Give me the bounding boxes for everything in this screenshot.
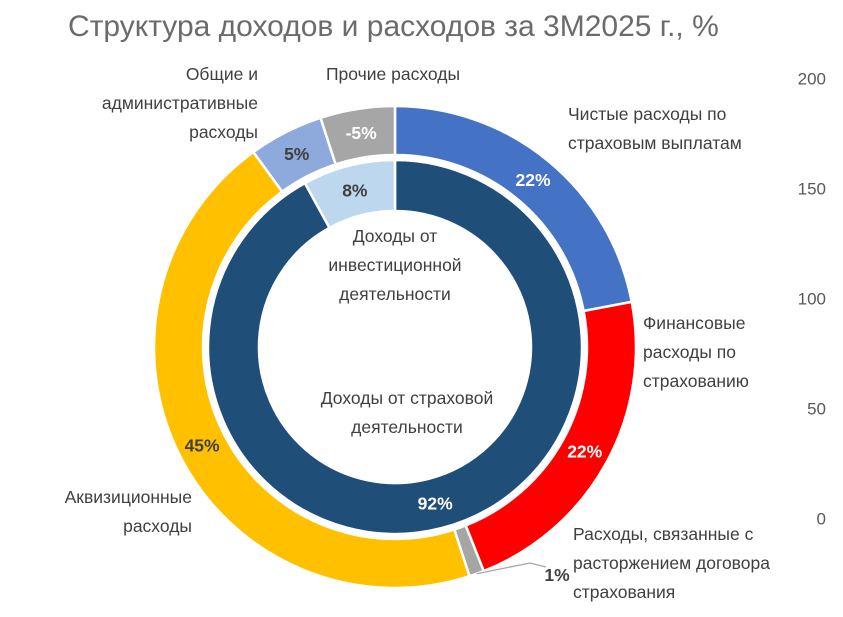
axis-tick-150: 150 [798,180,826,199]
secondary-axis: 200 150 100 50 0 [798,70,826,529]
category-label-rashody-svyazannye-s-rastorzheniem-dogovora-strahovaniya: Расходы, связанные с расторжением договор… [573,524,770,602]
outer-slice-akvizicionnye-rashody [152,150,472,590]
leader-lines [476,562,547,575]
chart-title: Структура доходов и расходов за 3М2025 г… [68,10,719,43]
axis-tick-0: 0 [817,510,826,529]
category-label-chistye-rashody-po-strahovym-vyplatam: Чистые расходы по страховым выплатам [568,104,742,153]
axis-tick-50: 50 [807,400,826,419]
value-label-obschie-i-administrativnye-rashody: 5% [284,144,310,164]
category-label-finansovye-rashody-po-strahovaniyu: Финансовые расходы по страхованию [643,313,749,391]
value-label-rashody-svyazannye-s-rastorzheniem-dogovora-strahovaniya: 1% [544,565,570,585]
labels: 22% 22% 45% 5% -5% 1% 92% 8% Чистые расходы по ст… [65,64,771,602]
outer-slice-prochie-rashody [318,104,397,166]
outer-ring [152,104,638,590]
axis-tick-200: 200 [798,70,826,89]
inner-slice-dohody-ot-investicionnoy-deyatelnosti [303,158,397,230]
inner-slice-dohody-ot-strahovoy-deyatelnosti [206,158,584,536]
category-label-dohody-ot-strahovoy-deyatelnosti: Доходы от страховой деятельности [321,388,494,437]
value-label-akvizicionnye-rashody: 45% [185,435,220,455]
value-label-prochie-rashody: -5% [346,123,378,143]
axis-tick-100: 100 [798,290,826,309]
value-label-finansovye-rashody-po-strahovaniyu: 22% [567,441,602,461]
category-label-akvizicionnye-rashody: Аквизиционные расходы [65,487,192,536]
inner-ring [206,158,584,536]
leader-line-rashody-svyazannye-s-rastorzheniem-dogovora-strahovaniya [476,562,547,575]
value-label-dohody-ot-investicionnoy-deyatelnosti: 8% [342,181,368,201]
category-label-obschie-i-administrativnye-rashody: Общие и административные расходы [102,64,258,142]
value-label-chistye-rashody-po-strahovym-vyplatam: 22% [515,170,550,190]
value-label-dohody-ot-strahovoy-deyatelnosti: 92% [418,493,453,513]
category-label-prochie-rashody: Прочие расходы [326,64,460,84]
category-label-dohody-ot-investicionnoy-deyatelnosti: Доходы от инвестиционной деятельности [328,226,461,304]
